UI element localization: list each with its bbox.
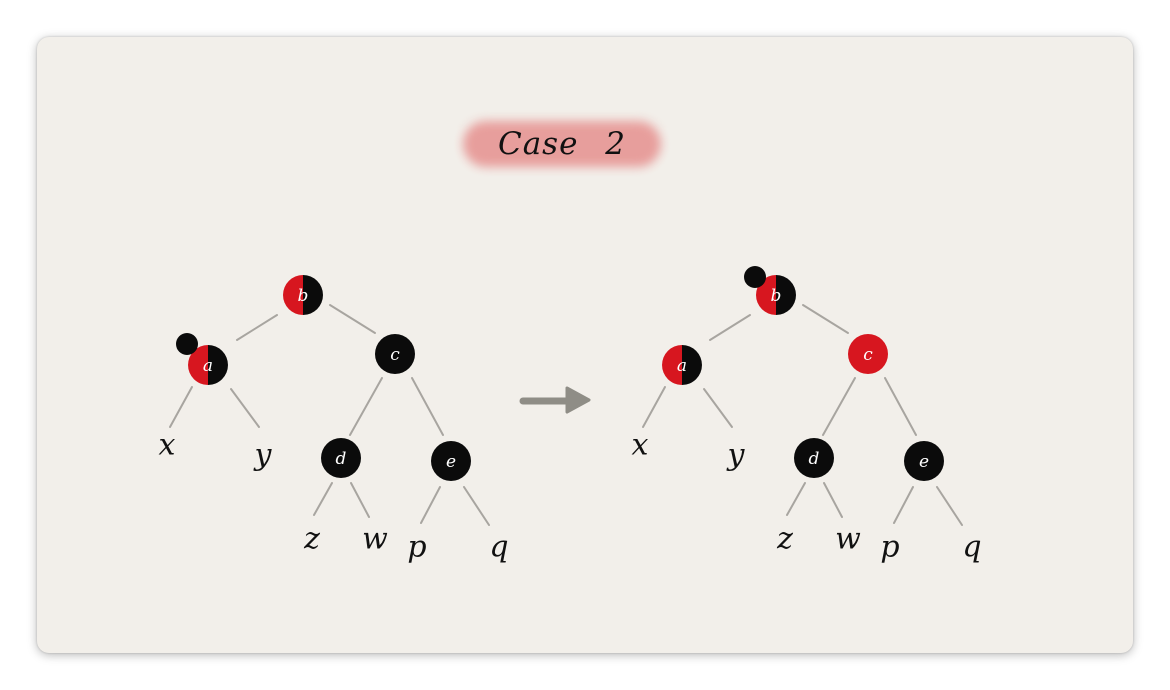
node-black-half xyxy=(208,345,228,385)
node-label-c: c xyxy=(863,345,873,365)
leaf-z: z xyxy=(776,522,793,557)
edge-c-e xyxy=(884,377,917,436)
node-red-half xyxy=(188,345,208,385)
leaf-q: q xyxy=(962,530,981,565)
edge-d-z xyxy=(313,482,333,516)
leaf-x: x xyxy=(632,428,649,463)
after-tree: b a c d e x y z w p q xyxy=(632,266,982,565)
edge-a-x xyxy=(642,386,666,428)
node-a: a xyxy=(662,345,702,385)
node-label-e: e xyxy=(446,452,456,472)
node-d: d xyxy=(321,438,361,478)
node-label-b: b xyxy=(771,286,782,306)
edge-e-q xyxy=(936,486,963,526)
node-b: b xyxy=(283,275,323,315)
leaf-q: q xyxy=(489,530,508,565)
node-label-c: c xyxy=(390,345,400,365)
node-red-half xyxy=(662,345,682,385)
node-label-a: a xyxy=(203,356,213,376)
extra-black-marker xyxy=(176,333,198,355)
leaf-p: p xyxy=(880,530,899,565)
leaf-x: x xyxy=(159,428,176,463)
edge-b-c xyxy=(802,304,849,334)
node-circle xyxy=(375,334,415,374)
edge-e-p xyxy=(893,486,914,524)
edge-e-p xyxy=(420,486,441,524)
node-black-half xyxy=(682,345,702,385)
node-label-d: d xyxy=(809,449,820,469)
node-c: c xyxy=(848,334,888,374)
before-tree: b a c d e x y z w p q xyxy=(159,275,509,565)
node-c: c xyxy=(375,334,415,374)
edge-e-q xyxy=(463,486,490,526)
node-red-half xyxy=(283,275,303,315)
edge-b-a xyxy=(236,314,278,341)
edge-c-d xyxy=(349,377,383,436)
node-circle xyxy=(848,334,888,374)
node-label-b: b xyxy=(298,286,309,306)
edge-a-y xyxy=(703,388,733,428)
extra-black-marker xyxy=(744,266,766,288)
leaf-w: w xyxy=(835,522,861,557)
leaf-y: y xyxy=(726,438,746,473)
node-circle xyxy=(431,441,471,481)
edge-c-d xyxy=(822,377,856,436)
edge-a-x xyxy=(169,386,193,428)
leaf-y: y xyxy=(253,438,273,473)
transition-arrow xyxy=(519,386,591,414)
edge-b-a xyxy=(709,314,751,341)
leaf-z: z xyxy=(303,522,320,557)
node-e: e xyxy=(431,441,471,481)
arrow-head-icon xyxy=(565,386,591,414)
node-d: d xyxy=(794,438,834,478)
leaf-p: p xyxy=(407,530,426,565)
node-label-a: a xyxy=(677,356,687,376)
node-label-e: e xyxy=(919,452,929,472)
edge-d-w xyxy=(350,482,370,518)
node-circle xyxy=(904,441,944,481)
edge-b-c xyxy=(329,304,376,334)
case-title-badge: Case 2 xyxy=(455,115,669,173)
node-black-half xyxy=(303,275,323,315)
edge-a-y xyxy=(230,388,260,428)
case-title: Case 2 xyxy=(497,126,627,162)
node-black-half xyxy=(776,275,796,315)
node-a: a xyxy=(188,345,228,385)
edge-d-w xyxy=(823,482,843,518)
title-highlight xyxy=(463,121,661,167)
node-circle xyxy=(794,438,834,478)
edge-c-e xyxy=(411,377,444,436)
node-circle xyxy=(321,438,361,478)
leaf-w: w xyxy=(362,522,388,557)
node-label-d: d xyxy=(336,449,347,469)
edge-d-z xyxy=(786,482,806,516)
node-e: e xyxy=(904,441,944,481)
